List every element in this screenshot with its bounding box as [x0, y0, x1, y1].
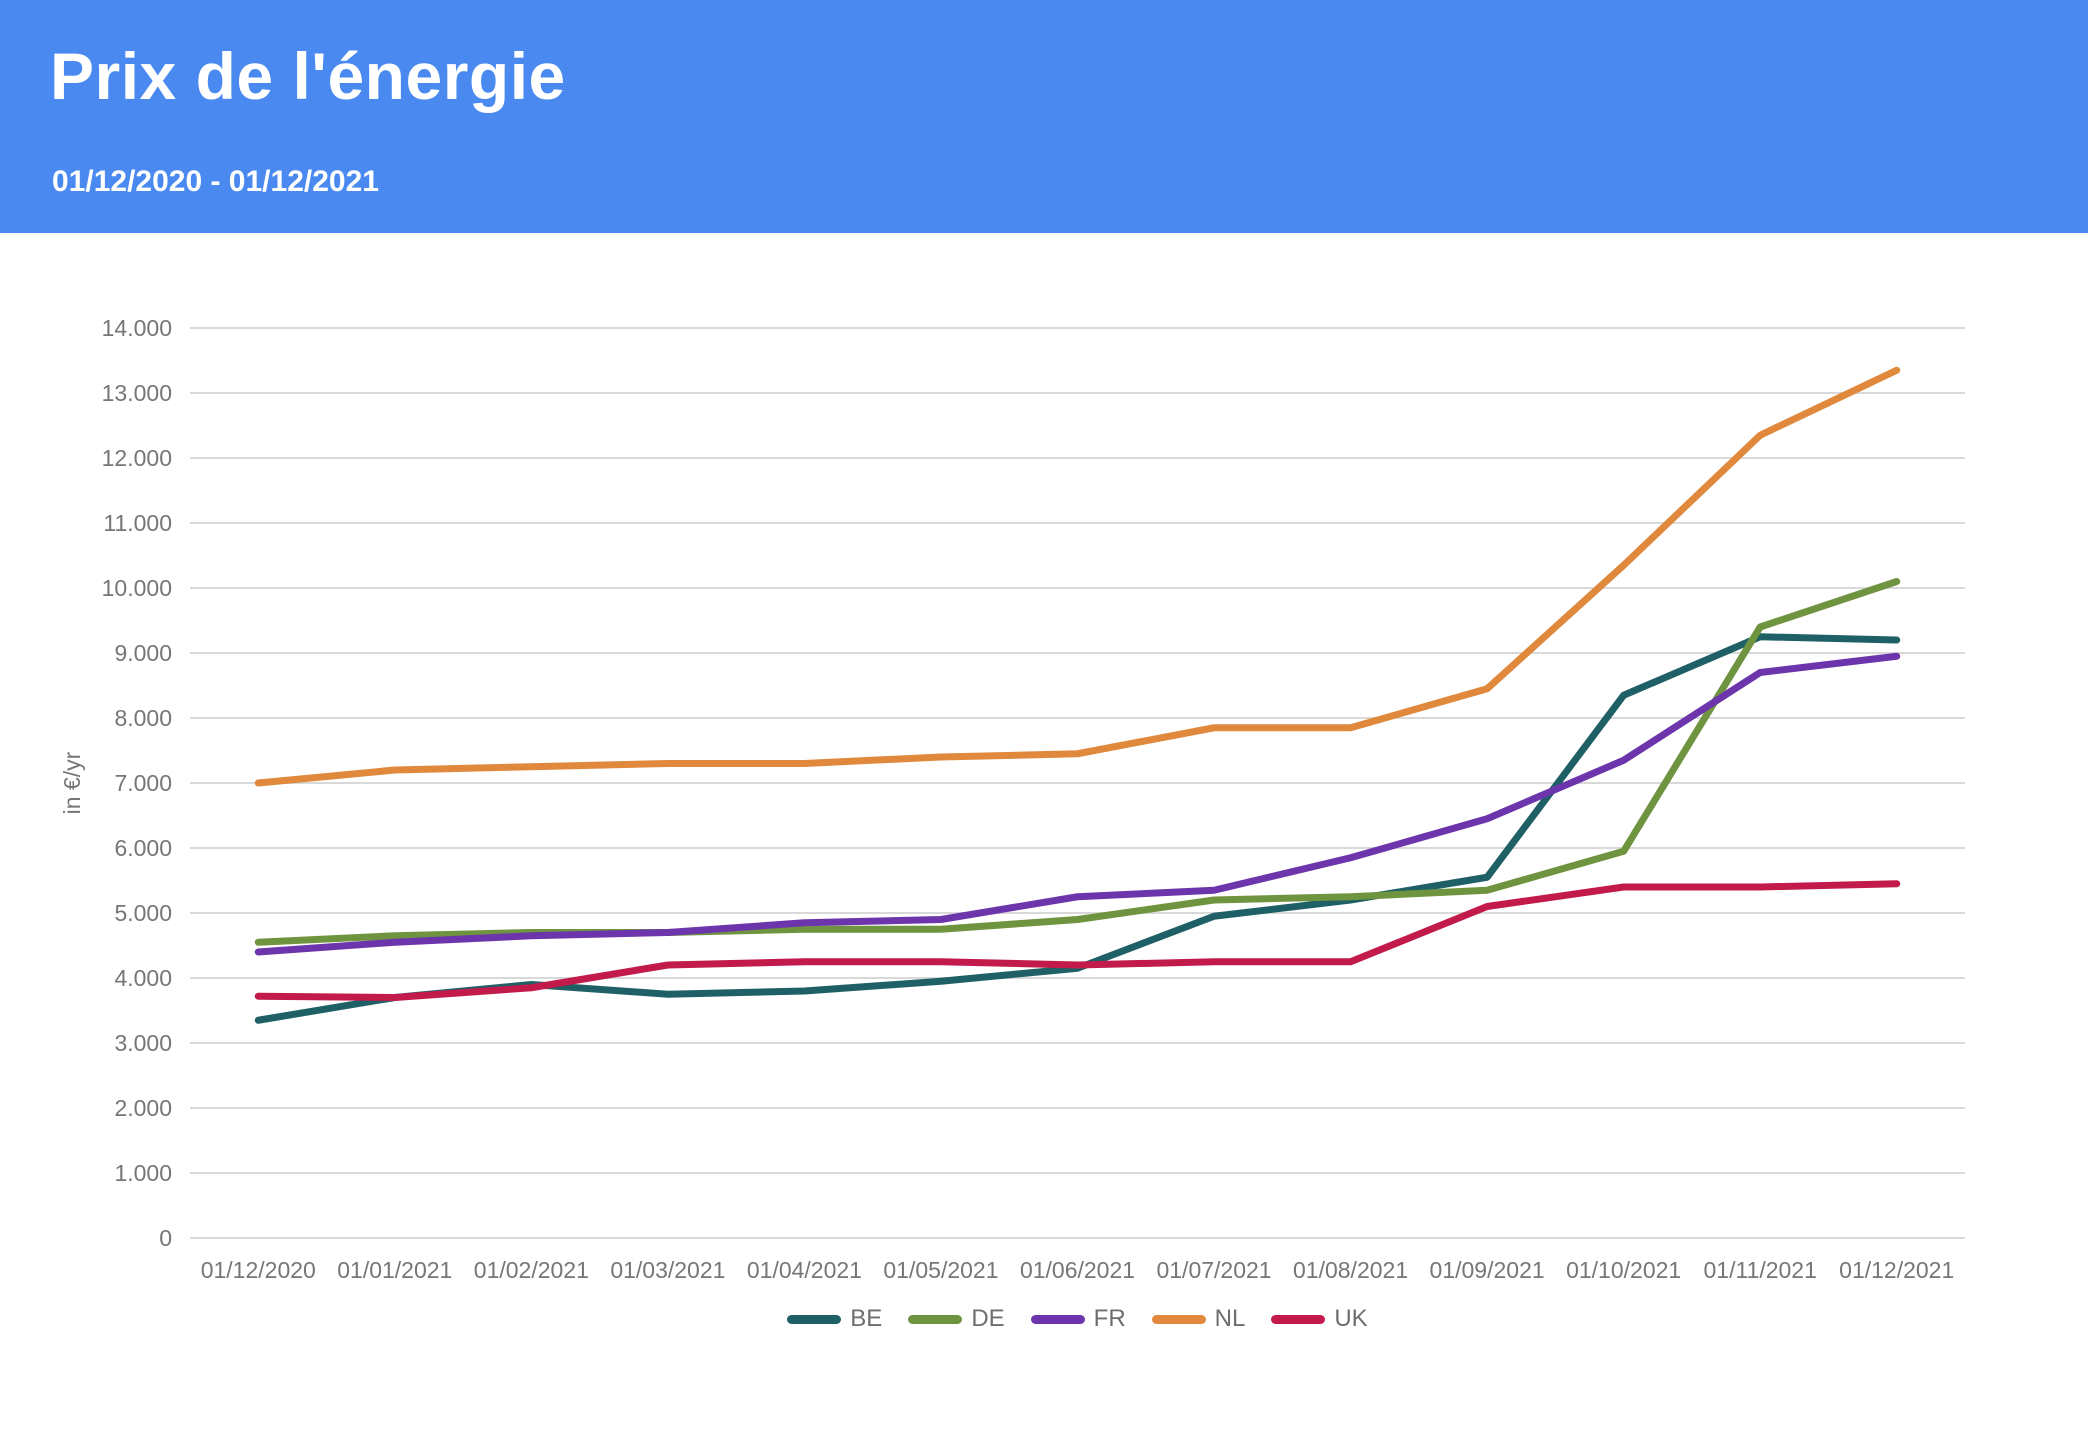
- series-line-NL: [254, 366, 1901, 787]
- legend-item-UK: UK: [1271, 1305, 1368, 1333]
- legend-swatch-DE: [908, 1314, 963, 1324]
- x-tick-label: 01/10/2021: [1566, 1257, 1681, 1283]
- x-tick-label: 01/02/2021: [474, 1257, 589, 1283]
- legend-swatch-UK: [1271, 1314, 1326, 1324]
- legend-label-FR: FR: [1093, 1305, 1126, 1332]
- y-tick-label: 8.000: [114, 705, 172, 731]
- chart-legend: BE DE FR NL UK: [190, 1305, 1965, 1333]
- y-tick-label: 6.000: [114, 835, 172, 861]
- report-header: Prix de l'énergie 01/12/2020 - 01/12/202…: [0, 0, 2088, 233]
- legend-item-NL: NL: [1151, 1305, 1246, 1333]
- x-tick-label: 01/12/2021: [1839, 1257, 1954, 1283]
- x-tick-label: 01/12/2020: [201, 1257, 316, 1283]
- x-tick-label: 01/07/2021: [1156, 1257, 1271, 1283]
- legend-label-UK: UK: [1334, 1305, 1368, 1332]
- x-tick-label: 01/06/2021: [1020, 1257, 1135, 1283]
- legend-label-DE: DE: [971, 1305, 1005, 1332]
- y-tick-label: 4.000: [114, 965, 172, 991]
- y-tick-label: 3.000: [114, 1030, 172, 1056]
- y-tick-label: 7.000: [114, 770, 172, 796]
- legend-item-BE: BE: [787, 1305, 882, 1333]
- legend-item-DE: DE: [908, 1305, 1005, 1333]
- energy-price-line-chart: 0 1.000 2.000 3.000 4.000 5.000 6.000 7.000 8.00…: [59, 315, 1965, 1283]
- y-tick-label: 1.000: [114, 1160, 172, 1186]
- legend-swatch-FR: [1030, 1314, 1085, 1324]
- x-tick-label: 01/08/2021: [1293, 1257, 1408, 1283]
- y-tick-label: 13.000: [102, 380, 172, 406]
- y-tick-label: 14.000: [102, 315, 172, 341]
- date-range-subtitle: 01/12/2020 - 01/12/2021: [52, 165, 379, 198]
- legend-label-NL: NL: [1214, 1305, 1246, 1332]
- y-tick-label: 9.000: [114, 640, 172, 666]
- legend-item-FR: FR: [1030, 1305, 1126, 1333]
- chart-area: 0 1.000 2.000 3.000 4.000 5.000 6.000 7.000 8.00…: [0, 233, 2088, 1440]
- y-tick-label: 12.000: [102, 445, 172, 471]
- page-title: Prix de l'énergie: [50, 39, 566, 113]
- x-tick-label: 01/01/2021: [337, 1257, 452, 1283]
- x-tick-label: 01/04/2021: [747, 1257, 862, 1283]
- x-tick-label: 01/03/2021: [610, 1257, 725, 1283]
- legend-swatch-NL: [1151, 1314, 1206, 1324]
- series-line-UK: [254, 880, 1901, 1001]
- x-tick-label: 01/05/2021: [883, 1257, 998, 1283]
- y-axis-title: in €/yr: [59, 751, 85, 814]
- legend-label-BE: BE: [850, 1305, 883, 1332]
- legend-swatch-BE: [787, 1314, 842, 1324]
- series-line-FR: [254, 652, 1901, 956]
- x-tick-label: 01/11/2021: [1703, 1257, 1816, 1283]
- y-tick-label: 2.000: [114, 1095, 172, 1121]
- y-tick-label: 11.000: [103, 510, 172, 536]
- y-tick-label: 10.000: [102, 575, 172, 601]
- y-tick-label: 5.000: [114, 900, 172, 926]
- y-tick-label: 0: [159, 1225, 172, 1251]
- x-tick-label: 01/09/2021: [1430, 1257, 1545, 1283]
